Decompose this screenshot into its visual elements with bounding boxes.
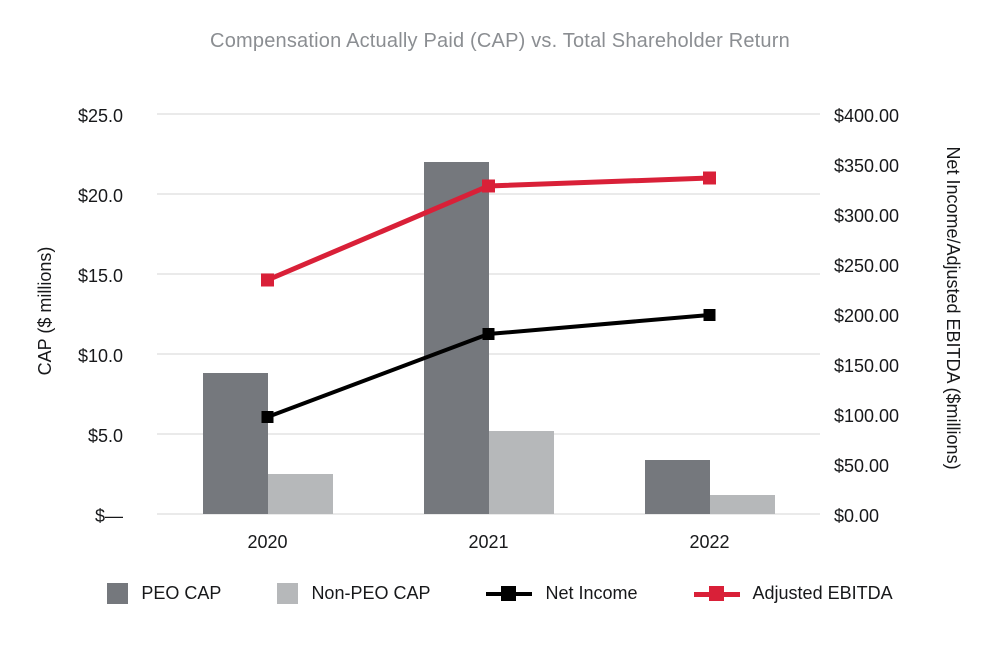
gridline: [157, 273, 820, 275]
left-axis-tick: $15.0: [77, 266, 123, 286]
line-series-overlay: [261, 171, 716, 423]
legend-item-adjusted-ebitda: Adjusted EBITDA: [693, 583, 893, 604]
left-axis-tick: $25.0: [77, 106, 123, 126]
adjusted-ebitda-line: [266, 175, 710, 283]
bar-non-peo-cap-2022: [709, 494, 775, 514]
net-income-marker-2021: [482, 328, 495, 340]
legend-item-non-peo-cap: Non-PEO CAP: [277, 583, 430, 604]
adjusted-ebitda-swatch: [693, 583, 740, 604]
left-axis-tick: $—: [94, 506, 123, 526]
chart-title: Compensation Actually Paid (CAP) vs. Tot…: [210, 30, 790, 52]
right-axis-tick: $350.00: [834, 156, 900, 176]
x-axis-label-2022: 2022: [689, 532, 730, 552]
right-axis-tick: $0.00: [834, 506, 880, 526]
bar-peo-cap-2020: [202, 373, 268, 514]
adjusted-ebitda-legend-marker: [708, 586, 724, 601]
left-axis-tick: $20.0: [77, 186, 123, 206]
legend-item-net-income: Net Income: [486, 583, 638, 604]
gridline: [157, 113, 820, 115]
net-income-legend-marker: [501, 586, 517, 601]
x-axis-label-2021: 2021: [468, 532, 509, 552]
legend-label-non-peo-cap: Non-PEO CAP: [311, 583, 431, 603]
gridline: [157, 193, 820, 195]
right-axis-tick: $50.00: [834, 456, 890, 476]
right-axis-tick: $300.00: [834, 206, 900, 226]
right-axis-tick: $200.00: [834, 306, 900, 326]
adjusted-ebitda-marker-2022: [703, 171, 716, 185]
right-axis-tick: $400.00: [834, 106, 900, 126]
net-income-marker-2022: [703, 309, 716, 321]
gridline: [157, 513, 820, 515]
legend-label-peo-cap: PEO CAP: [141, 583, 222, 603]
net-income-swatch: [486, 583, 533, 604]
non-peo-cap-swatch: [277, 583, 299, 604]
right-axis-tick: $100.00: [834, 406, 900, 426]
legend-label-net-income: Net Income: [545, 583, 638, 603]
legend-item-peo-cap: PEO CAP: [107, 583, 221, 604]
right-axis-title: Net Income/Adjusted EBITDA ($millions): [943, 146, 963, 470]
bar-non-peo-cap-2020: [267, 474, 333, 514]
adjusted-ebitda-marker-2021: [482, 179, 495, 193]
left-axis-tick: $10.0: [77, 346, 123, 366]
gridline: [157, 353, 820, 355]
legend: PEO CAP Non-PEO CAP Net Income Adjusted …: [0, 583, 1000, 604]
bar-peo-cap-2022: [644, 459, 710, 514]
right-axis-tick: $150.00: [834, 356, 900, 376]
net-income-marker-2020: [261, 411, 274, 423]
x-axis-label-2020: 2020: [247, 532, 288, 552]
peo-cap-swatch: [107, 583, 129, 604]
left-axis-title: CAP ($ millions): [35, 246, 55, 376]
right-axis-tick: $250.00: [834, 256, 900, 276]
adjusted-ebitda-marker-2020: [261, 273, 274, 287]
plot-area: [157, 113, 820, 515]
legend-label-adjusted-ebitda: Adjusted EBITDA: [752, 583, 893, 603]
left-axis-tick: $5.0: [87, 426, 123, 446]
bar-non-peo-cap-2021: [488, 430, 554, 514]
